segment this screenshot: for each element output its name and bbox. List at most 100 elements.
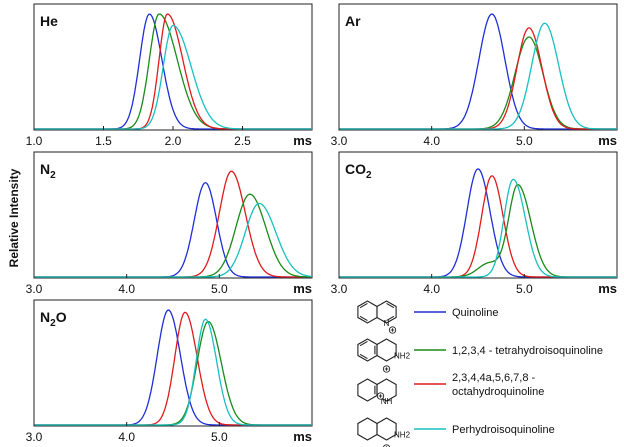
gas-label: N2O <box>40 309 67 329</box>
series-line-4 <box>34 318 312 426</box>
series-line-4 <box>34 24 312 130</box>
x-tick-label: 5.0 <box>211 430 228 444</box>
x-axis-unit: ms <box>293 429 312 444</box>
series-line-1 <box>339 168 617 278</box>
plot-frame <box>33 299 313 427</box>
x-tick-label: 4.0 <box>118 430 135 444</box>
gas-label-tail: O <box>56 309 67 325</box>
gas-label-subscript: 2 <box>366 170 372 181</box>
panel-5: 3.0 4.0 5.0 ms N2O <box>26 299 313 444</box>
ring-left <box>357 417 378 441</box>
gas-label-subscript: 2 <box>50 318 56 329</box>
series-line-1 <box>339 13 617 130</box>
x-tick-label: 5.0 <box>211 282 228 296</box>
x-tick-label: 1.0 <box>26 134 43 148</box>
double-bond <box>386 315 395 322</box>
series-line-3 <box>339 183 617 278</box>
legend-entry-3: NH 2,3,4,4a,5,6,7,8 - octahydroquinoline <box>357 372 544 406</box>
nitrogen-label: N <box>384 319 390 328</box>
chart-panels: 1.0 1.5 2.0 2.5 ms He 3.0 4.0 5.0 ms Ar 3.0 4.0 5.0 ms… <box>26 3 618 444</box>
x-axis-unit: ms <box>598 133 617 148</box>
x-tick-label: 3.0 <box>26 282 43 296</box>
double-bond <box>359 302 368 309</box>
series-line-4 <box>339 178 617 278</box>
octahydroquinoline-structure-icon: NH <box>357 378 397 406</box>
gas-label-main: N <box>40 309 50 325</box>
gas-label-main: N <box>40 161 50 177</box>
x-tick-label: 4.0 <box>423 134 440 148</box>
gas-label: Ar <box>345 13 361 29</box>
plot-frame <box>33 151 313 279</box>
positive-charge-icon <box>388 326 397 334</box>
x-tick-label: 1.5 <box>95 134 112 148</box>
series-line-2 <box>34 13 312 130</box>
legend-entry-1: N Quinoline <box>357 300 498 334</box>
x-tick-label: 2.0 <box>165 134 182 148</box>
ring-right <box>376 338 397 362</box>
legend-label: 1,2,3,4 - tetrahydroisoquinoline <box>452 345 603 357</box>
ring-right <box>376 417 397 441</box>
x-tick-label: 4.0 <box>423 282 440 296</box>
legend-label: octahydroquinoline <box>452 386 544 398</box>
gas-label-main: CO <box>345 161 366 177</box>
nitrogen-label: NH2 <box>394 431 411 440</box>
perhydroisoquinoline-structure-icon: NH2 <box>357 417 411 447</box>
ring-left <box>357 300 378 324</box>
ring-right <box>376 378 397 402</box>
plot-frame <box>338 151 618 279</box>
gas-label-main: He <box>40 13 58 29</box>
legend-entry-4: NH2 Perhydroisoquinoline <box>357 417 555 447</box>
x-tick-label: 3.0 <box>26 430 43 444</box>
nitrogen-label: NH2 <box>394 352 411 361</box>
series-line-3 <box>339 27 617 130</box>
series-line-4 <box>339 22 617 130</box>
ring-left <box>357 338 378 362</box>
plot-frame <box>338 3 618 131</box>
nitrogen-label: NH <box>381 397 393 406</box>
legend-label: 2,3,4,4a,5,6,7,8 - <box>452 372 536 384</box>
panel-2: 3.0 4.0 5.0 ms Ar <box>331 3 618 148</box>
x-axis-unit: ms <box>293 133 312 148</box>
gas-label-subscript: 2 <box>50 170 56 181</box>
series-line-3 <box>34 13 312 130</box>
series-line-1 <box>34 13 312 130</box>
x-tick-label: 5.0 <box>516 134 533 148</box>
positive-charge-icon <box>382 365 391 373</box>
ring-right <box>376 300 397 324</box>
x-tick-label: 2.5 <box>234 134 251 148</box>
positive-charge-icon <box>376 392 385 400</box>
double-bond <box>359 315 368 322</box>
x-axis-unit: ms <box>293 281 312 296</box>
double-bond <box>359 340 368 347</box>
gas-label: N2 <box>40 161 56 181</box>
series-line-2 <box>34 311 312 426</box>
panel-4: 3.0 4.0 5.0 ms CO2 <box>331 151 618 296</box>
legend-label: Perhydroisoquinoline <box>452 424 555 436</box>
tetrahydroisoquinoline-structure-icon: NH2 <box>357 338 411 373</box>
series-line-3 <box>34 193 312 278</box>
series-line-2 <box>339 175 617 278</box>
series-line-4 <box>34 202 313 278</box>
gas-label: He <box>40 13 58 29</box>
series-line-3 <box>34 320 312 426</box>
panel-1: 1.0 1.5 2.0 2.5 ms He <box>26 3 313 148</box>
gas-label-main: Ar <box>345 13 361 29</box>
x-tick-label: 4.0 <box>118 282 135 296</box>
series-line-2 <box>34 170 312 278</box>
quinoline-structure-icon: N <box>357 300 397 334</box>
double-bond <box>359 353 368 360</box>
legend: N Quinoline NH2 1,2,3,4 - tetrahydroisoquin… <box>357 300 603 447</box>
double-bond <box>386 302 395 309</box>
y-axis-label: Relative Intensity <box>7 168 21 267</box>
gas-label: CO2 <box>345 161 372 181</box>
series-line-2 <box>339 36 617 130</box>
series-line-1 <box>34 182 312 278</box>
x-tick-label: 5.0 <box>516 282 533 296</box>
legend-label: Quinoline <box>452 307 498 319</box>
panel-3: 3.0 4.0 5.0 ms N2 <box>26 151 313 296</box>
x-tick-label: 3.0 <box>331 282 348 296</box>
ring-left <box>357 378 378 402</box>
x-tick-label: 3.0 <box>331 134 348 148</box>
x-axis-unit: ms <box>598 281 617 296</box>
